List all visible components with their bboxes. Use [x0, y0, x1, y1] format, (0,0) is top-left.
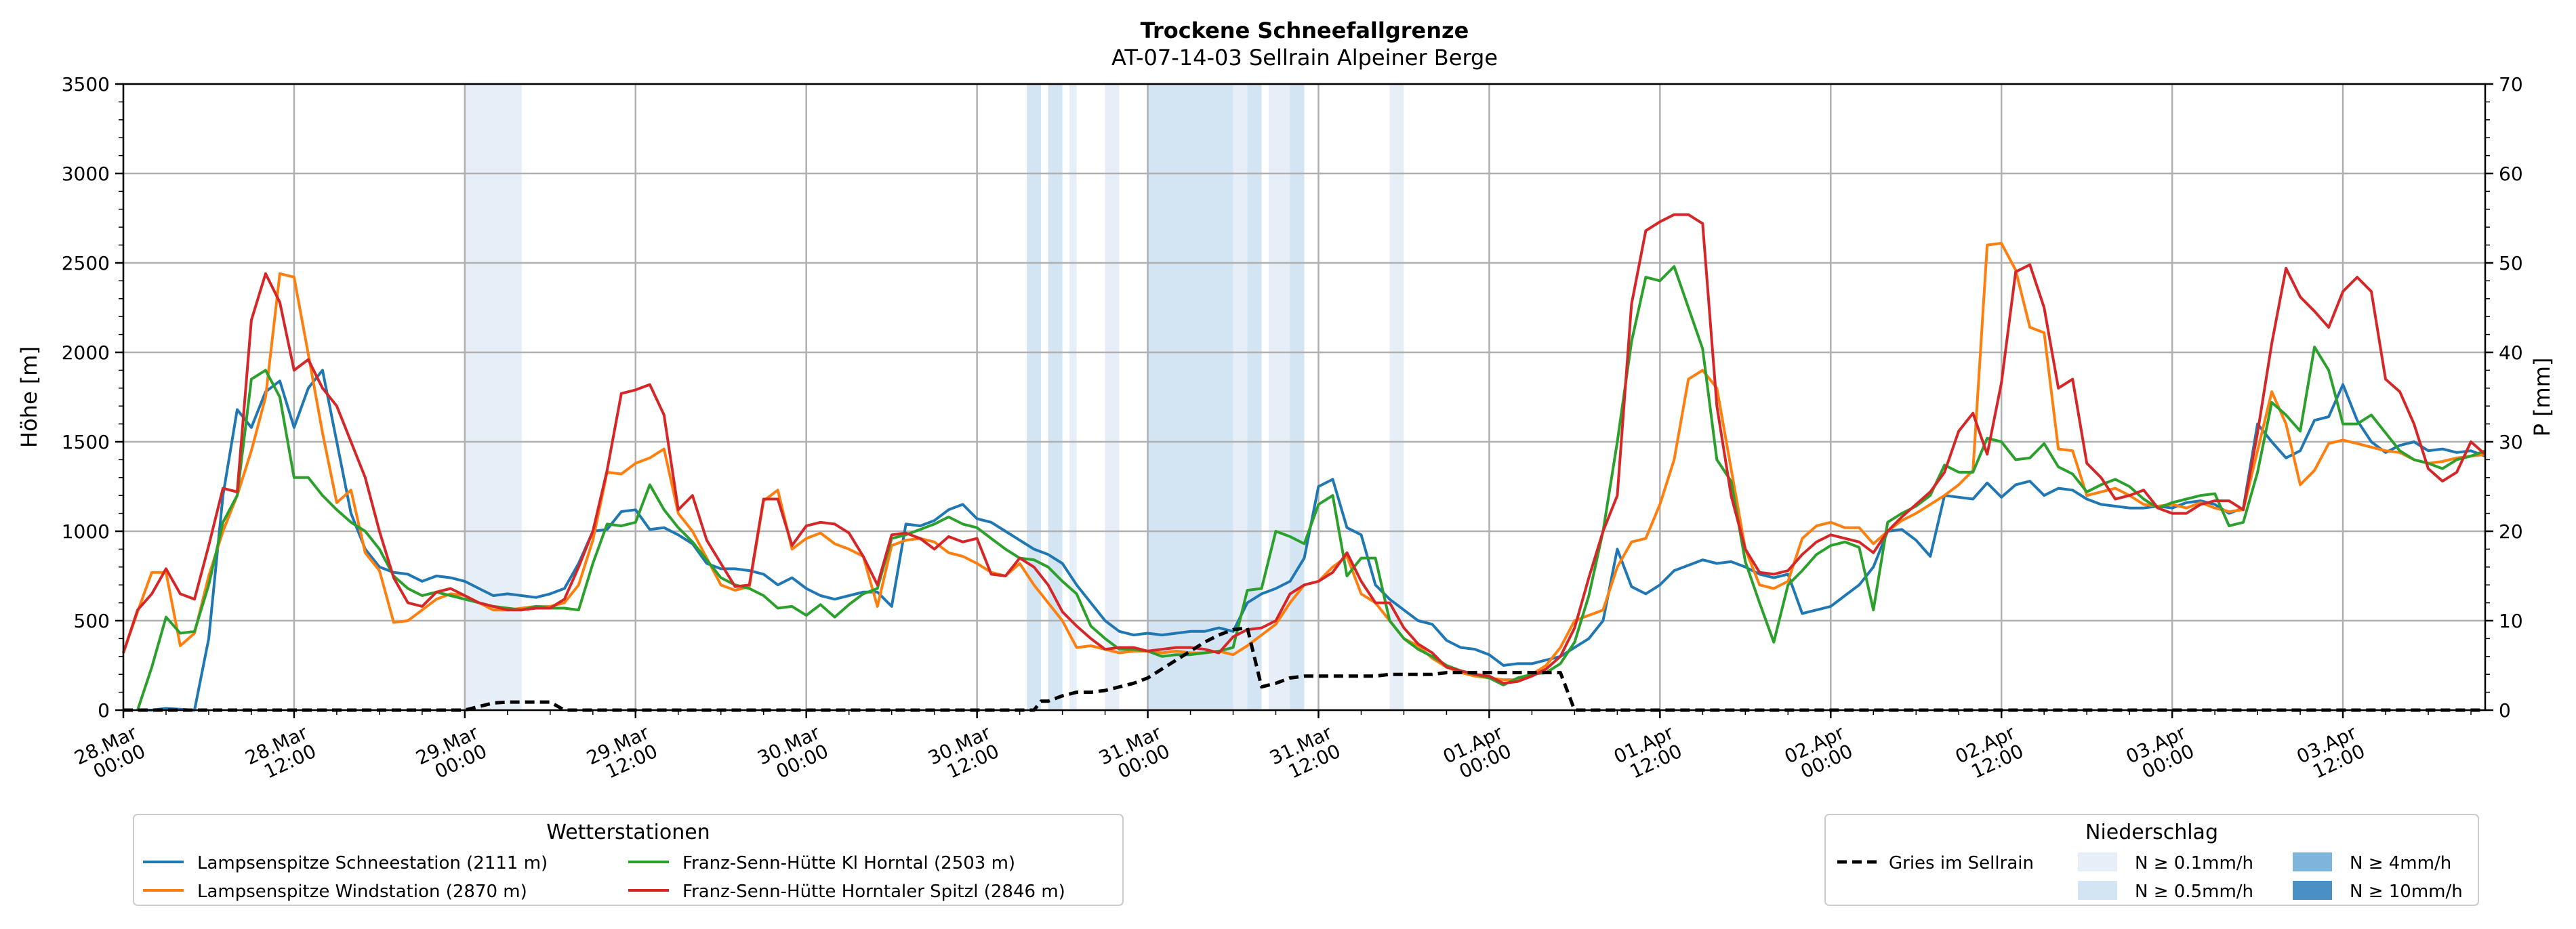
y2-tick-label-3: 30	[2499, 431, 2523, 453]
legend-stations-frame	[133, 814, 1124, 906]
precip-band-1	[1027, 84, 1042, 710]
series-lines	[122, 213, 2487, 712]
legend-station-label-2: Franz-Senn-Hütte Kl Horntal (2503 m)	[682, 853, 1015, 873]
precip-band-3	[1069, 84, 1077, 710]
y2-tick-label-2: 20	[2499, 520, 2523, 543]
precip-band-6	[1233, 84, 1248, 710]
series-line-3	[122, 213, 2487, 685]
y2-tick-label-1: 10	[2499, 610, 2523, 632]
legend-precip-title: Niederschlag	[2085, 821, 2218, 844]
legend-station-label-0: Lampsenspitze Schneestation (2111 m)	[197, 853, 548, 873]
y2-tick-label-5: 50	[2499, 252, 2523, 274]
legend-level-label-2: N ≥ 4mm/h	[2350, 853, 2451, 873]
legend-level-label-0: N ≥ 0.1mm/h	[2135, 853, 2253, 873]
y2-tick-label-0: 0	[2499, 699, 2511, 722]
legend-level-swatch-0	[2078, 852, 2117, 871]
precip-band-0	[464, 84, 522, 710]
chart-subtitle: AT-07-14-03 Sellrain Alpeiner Berge	[1111, 45, 1498, 70]
y2-tick-label-7: 70	[2499, 73, 2523, 96]
legend-level-label-3: N ≥ 10mm/h	[2350, 882, 2463, 902]
legend-station-label-1: Lampsenspitze Windstation (2870 m)	[197, 882, 527, 902]
precip-band-9	[1290, 84, 1305, 710]
y-tick-label-2: 1000	[62, 520, 110, 543]
y2-tick-label-4: 40	[2499, 342, 2523, 364]
y-tick-label-6: 3000	[62, 163, 110, 185]
precip-band-7	[1247, 84, 1262, 710]
y-tick-label-3: 1500	[62, 431, 110, 453]
y-axis-label: Höhe [m]	[16, 346, 42, 448]
legend-level-label-1: N ≥ 0.5mm/h	[2135, 882, 2253, 902]
y2-axis-label: P [mm]	[2529, 358, 2555, 437]
legend-stations-title: Wetterstationen	[546, 821, 710, 844]
precip-band-4	[1105, 84, 1120, 710]
y-tick-label-5: 2500	[62, 252, 110, 274]
legend-level-swatch-1	[2078, 881, 2117, 900]
legend-level-swatch-2	[2293, 852, 2332, 871]
precip-band-10	[1389, 84, 1404, 710]
legend-stations: Wetterstationen Lampsenspitze Schneestat…	[133, 814, 1124, 906]
y-tick-label-0: 0	[98, 699, 110, 722]
legend-station-label-3: Franz-Senn-Hütte Horntaler Spitzl (2846 …	[682, 882, 1065, 902]
chart-title: Trockene Schneefallgrenze	[1141, 18, 1469, 43]
legend-precip-line-label: Gries im Sellrain	[1889, 853, 2034, 873]
y-tick-label-7: 3500	[62, 73, 110, 96]
plot-frame	[122, 83, 2487, 711]
y-tick-label-4: 2000	[62, 342, 110, 364]
precip-band-5	[1147, 84, 1233, 710]
x-tick-label-13: 03.Apr12:00	[2293, 721, 2369, 787]
y2-tick-label-6: 60	[2499, 163, 2523, 185]
x-tick-label-5: 30.Mar12:00	[924, 721, 1002, 787]
precip-band-2	[1048, 84, 1063, 710]
y-tick-label-1: 500	[74, 610, 110, 632]
precip-bands	[464, 84, 1404, 710]
legend-level-swatch-3	[2293, 881, 2332, 900]
legend-precip: Niederschlag Gries im Sellrain N ≥ 0.1mm…	[1824, 814, 2479, 906]
